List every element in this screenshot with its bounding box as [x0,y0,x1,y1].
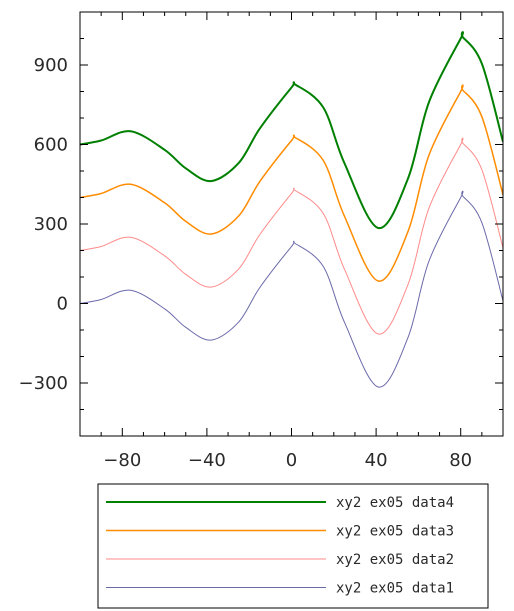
axes: −300 0 300 600 900 −80 −40 0 40 80 [19,11,504,471]
x-tick-label: 80 [449,450,472,471]
legend-label-2: xy2 ex05 data3 [336,524,454,540]
y-tick-label: 300 [34,214,68,235]
x-tick-label: 40 [365,450,388,471]
series-line-3 [80,137,503,335]
plot-frame [79,11,504,437]
y-tick-label: 900 [34,55,68,76]
y-tick-label: 600 [34,135,68,156]
series-line-2 [80,84,503,282]
y-tick-label: −300 [19,373,68,394]
x-tick-label: −80 [103,450,141,471]
x-tick-label: 0 [286,450,297,471]
legend-label-3: xy2 ex05 data2 [336,552,454,568]
x-tick-label: −40 [188,450,226,471]
series-line-1 [80,31,503,229]
plot-area [80,31,503,388]
series-line-4 [80,190,503,388]
legend-label-1: xy2 ex05 data4 [336,495,454,511]
y-tick-label: 0 [57,294,68,315]
legend: xy2 ex05 data4 xy2 ex05 data3 xy2 ex05 dat… [97,483,489,609]
legend-label-4: xy2 ex05 data1 [336,581,454,597]
